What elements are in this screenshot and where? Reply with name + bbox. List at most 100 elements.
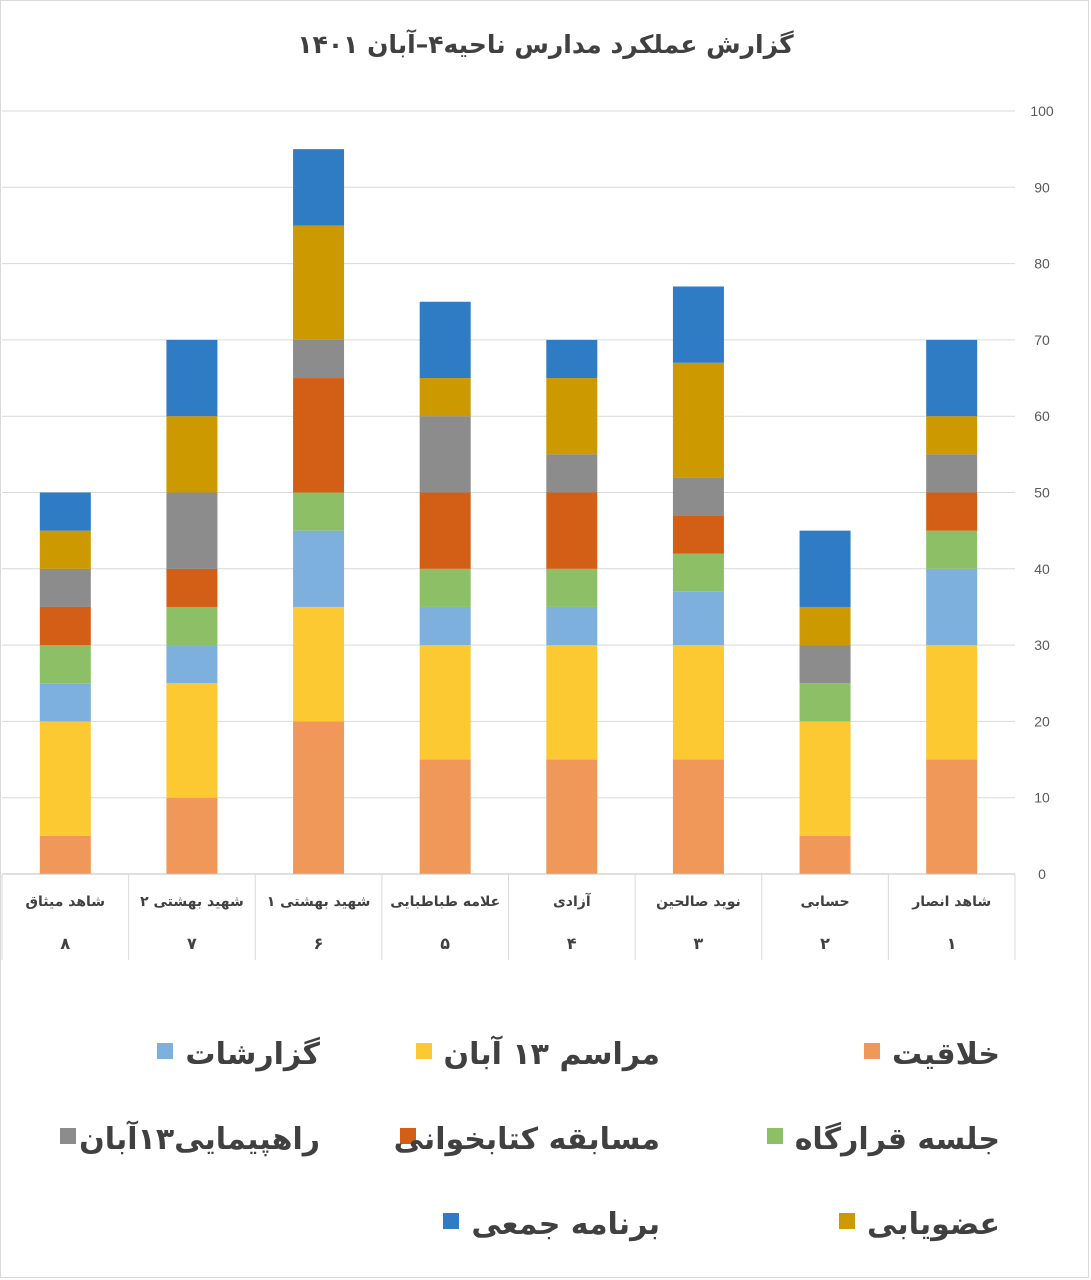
bar-segment: [293, 721, 345, 874]
bar-segment: [419, 378, 471, 417]
legend-item: جلسه قرارگاه: [740, 1110, 1000, 1170]
y-tick-label: 20: [1034, 713, 1050, 729]
bar-segment: [419, 568, 471, 607]
rank-label: ۸: [60, 934, 70, 953]
rank-label: ۵: [440, 934, 450, 953]
x-tick-label: شهید بهشتی ۲: [140, 894, 244, 910]
bar-segment: [672, 362, 724, 478]
bar-segment: [39, 721, 91, 836]
bar-segment: [293, 378, 345, 493]
bar-segment: [799, 530, 851, 607]
bar-segment: [799, 645, 851, 684]
bar-segment: [293, 339, 345, 379]
y-tick-label: 0: [1038, 866, 1046, 882]
legend-swatch: [400, 1128, 416, 1144]
bar-segment: [293, 225, 345, 340]
legend-label: خلاقیت: [891, 1037, 1000, 1072]
legend-swatch: [766, 1128, 783, 1144]
bar-segment: [166, 492, 218, 569]
legend-label: مسابقه کتابخوانی: [393, 1122, 660, 1157]
bar-segment: [546, 606, 598, 646]
x-tick-label: نوید صالحین: [656, 894, 741, 910]
x-tick-label: علامه طباطبایی: [390, 894, 500, 910]
bar-segment: [926, 492, 978, 531]
gridlines: [2, 110, 1015, 875]
bar-segment: [799, 683, 851, 722]
legend-label: راهپیمایی۱۳آبان: [79, 1122, 320, 1157]
legend-label: عضویابی: [866, 1207, 1000, 1242]
y-tick-label: 30: [1034, 637, 1050, 653]
bar-segment: [293, 530, 345, 607]
legend-item: گزارشات: [60, 1025, 320, 1085]
bar-segment: [166, 645, 218, 684]
bar-segment: [926, 645, 978, 760]
legend-label: گزارشات: [185, 1037, 320, 1072]
category-table: شاهد میثاق ۸ شهید بهشتی ۲ ۷ شهید بهشتی ۱ ۶ علا…: [1, 873, 1016, 960]
bar-segment: [39, 835, 91, 874]
bar-segment: [39, 606, 91, 646]
bar-segment: [546, 759, 598, 874]
bar-segment: [166, 339, 218, 417]
legend-swatch: [157, 1043, 174, 1059]
rank-label: ۴: [567, 934, 577, 953]
bar-segment: [672, 515, 724, 554]
rank-label: ۳: [694, 934, 704, 953]
bar-segment: [799, 606, 851, 646]
bar-segment: [293, 149, 345, 226]
bars: [39, 149, 978, 874]
rank-label: ۷: [187, 934, 197, 953]
bar-segment: [419, 759, 471, 874]
y-tick-label: 40: [1034, 561, 1050, 577]
y-tick-label: 90: [1034, 179, 1050, 195]
bar-segment: [39, 683, 91, 722]
bar-segment: [419, 492, 471, 569]
legend-swatch: [863, 1043, 880, 1059]
x-tick-label: شاهد انصار: [911, 894, 991, 910]
x-tick-label: حسابی: [801, 894, 850, 910]
bar-segment: [166, 797, 218, 874]
bar-segment: [39, 645, 91, 684]
bar-segment: [166, 606, 218, 646]
y-tick-label: 80: [1034, 256, 1050, 272]
bar-segment: [799, 835, 851, 874]
bar-segment: [672, 553, 724, 592]
bar-segment: [672, 591, 724, 646]
legend-item: عضویابی: [740, 1195, 1000, 1255]
x-tick-label: شهید بهشتی ۱: [267, 894, 371, 910]
bar-segment: [419, 645, 471, 760]
legend-swatch: [443, 1213, 460, 1229]
legend-swatch: [60, 1128, 76, 1144]
bar-segment: [546, 568, 598, 607]
bar-segment: [419, 606, 471, 646]
x-tick-label: آزادی: [553, 892, 592, 910]
rank-label: ۲: [820, 934, 830, 953]
stacked-bar-chart: 0 10 20 30 40 50 60 70 80 90 100 شاهد میثاق ۸ شهید ب…: [1, 103, 1054, 960]
bar-segment: [293, 606, 345, 722]
y-tick-label: 70: [1034, 332, 1050, 348]
y-tick-label: 60: [1034, 408, 1050, 424]
y-axis-ticks: 0 10 20 30 40 50 60 70 80 90 100: [1030, 103, 1054, 882]
y-tick-label: 50: [1034, 485, 1050, 501]
bar-segment: [546, 492, 598, 569]
bar-segment: [166, 568, 218, 607]
chart-title: گزارش عملکرد مدارس ناحیه۴–آبان ۱۴۰۱: [297, 30, 794, 59]
bar-segment: [926, 454, 978, 493]
bar-segment: [39, 530, 91, 569]
bar-segment: [926, 339, 978, 417]
bar-segment: [546, 378, 598, 455]
bar-segment: [672, 286, 724, 363]
legend-item: برنامه جمعی: [400, 1195, 660, 1255]
rank-label: ۱: [947, 934, 957, 953]
bar-segment: [672, 645, 724, 760]
legend-label: برنامه جمعی: [471, 1207, 660, 1242]
bar-segment: [546, 339, 598, 379]
legend-item: مسابقه کتابخوانی: [394, 1110, 660, 1170]
legend-item: خلاقیت: [740, 1025, 1000, 1085]
legend-swatch: [838, 1213, 855, 1229]
bar-segment: [926, 568, 978, 646]
bar-segment: [419, 416, 471, 493]
legend: خلاقیت مراسم ۱۳ آبان گزارشات جلسه قرارگاه مس…: [60, 1025, 1020, 1265]
legend-swatch: [415, 1043, 432, 1059]
bar-segment: [799, 721, 851, 836]
